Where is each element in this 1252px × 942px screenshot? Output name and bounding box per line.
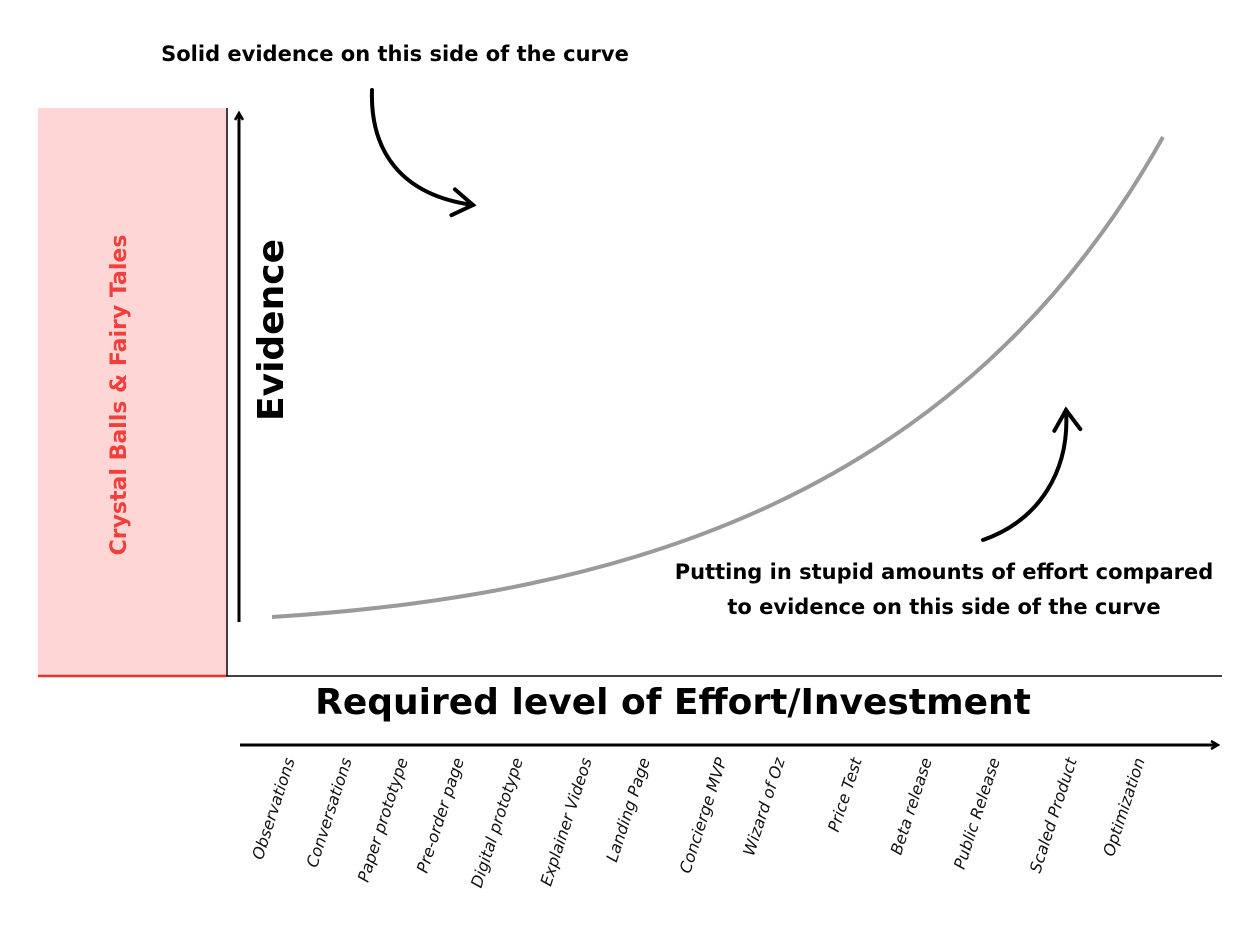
side-box	[38, 108, 226, 676]
category-label: Beta release	[887, 755, 936, 857]
top-note: Solid evidence on this side of the curve	[161, 42, 629, 66]
category-label: Scaled Product	[1026, 755, 1081, 875]
category-label: Explainer Videos	[536, 755, 595, 888]
x-axis-title: Required level of Effort/Investment	[315, 682, 1031, 723]
side-box-label: Crystal Balls & Fairy Tales	[107, 235, 132, 556]
category-label: Optimization	[1099, 755, 1149, 858]
category-label: Public Release	[950, 755, 1004, 871]
bottom-note-line: Putting in stupid amounts of effort comp…	[675, 560, 1214, 584]
category-label: Wizard of Oz	[739, 755, 789, 858]
category-label: Pre-order page	[413, 755, 468, 875]
category-label: Price Test	[824, 755, 866, 834]
curve	[271, 136, 1165, 619]
category-label: Landing Page	[602, 755, 654, 864]
bottom-note-line: to evidence on this side of the curve	[727, 595, 1160, 619]
category-label: Concierge MVP	[676, 755, 731, 876]
top-arrow	[369, 88, 477, 218]
y-axis-title: Evidence	[251, 239, 292, 421]
category-label: Paper prototype	[354, 755, 412, 884]
category-label: Digital prototype	[467, 755, 527, 890]
category-label: Observations	[248, 755, 299, 861]
bottom-arrow	[981, 406, 1083, 542]
category-label: Conversations	[302, 755, 355, 869]
